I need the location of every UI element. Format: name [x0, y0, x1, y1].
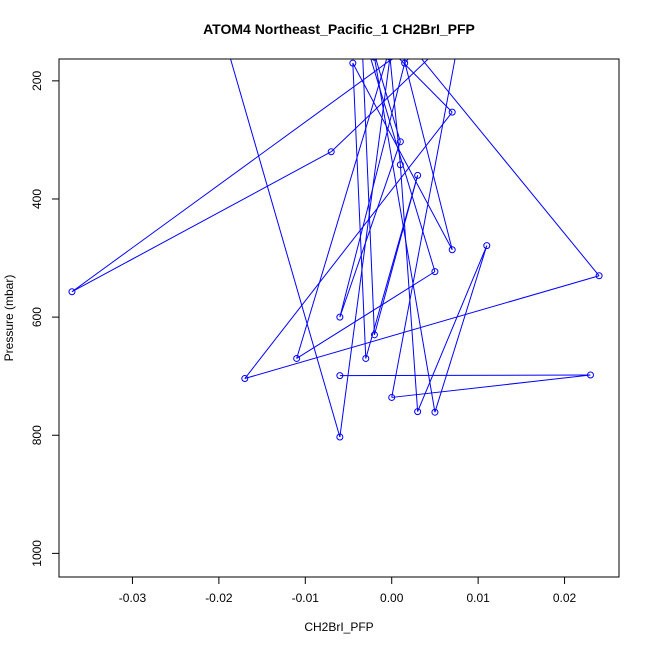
- y-axis: 200 400 600 800 1000: [30, 71, 60, 567]
- y-tick-label: 200: [30, 71, 44, 91]
- y-tick-label: 800: [30, 425, 44, 445]
- data-point: [431, 268, 439, 276]
- data-point: [336, 313, 344, 321]
- x-tick-label: 0.00: [380, 591, 404, 605]
- x-tick-label: 0.02: [553, 591, 577, 605]
- series-line-segment: [398, 59, 453, 113]
- y-tick-label: 600: [30, 307, 44, 327]
- chart-title: ATOM4 Northeast_Pacific_1 CH2BrI_PFP: [203, 21, 475, 37]
- series-line-segment: [230, 59, 341, 438]
- data-point: [448, 246, 456, 254]
- series-line-segment: [244, 275, 600, 380]
- data-point: [483, 242, 491, 250]
- data-point: [401, 59, 409, 67]
- y-tick-label: 400: [30, 189, 44, 209]
- x-axis: -0.03 -0.02 -0.01 0.00 0.01 0.02: [119, 576, 577, 605]
- x-tick-label: -0.01: [292, 591, 320, 605]
- series-line-segment: [339, 141, 401, 318]
- data-point: [362, 354, 370, 362]
- data-point: [396, 161, 404, 169]
- series-line-segment: [339, 63, 406, 318]
- series-line-segment: [370, 59, 436, 272]
- data-point: [327, 148, 335, 156]
- data-point: [336, 433, 344, 441]
- data-point: [431, 408, 439, 416]
- series-line-segment: [352, 62, 453, 251]
- series-line-segment: [421, 59, 600, 277]
- series-line-segment: [391, 59, 456, 398]
- series-line-segment: [362, 59, 375, 335]
- y-tick-label: 1000: [30, 540, 44, 567]
- series-line-segment: [434, 245, 488, 413]
- data-point: [336, 372, 344, 380]
- series-line-segment: [391, 374, 591, 398]
- series-line-segment: [352, 63, 367, 359]
- data-point: [414, 171, 422, 179]
- series-line-segment: [296, 59, 388, 359]
- series-line-segment: [375, 59, 401, 142]
- series-line-segment: [373, 175, 419, 335]
- data-point: [293, 354, 301, 362]
- series-line-segment: [71, 151, 332, 293]
- x-axis-label: CH2BrI_PFP: [304, 620, 373, 634]
- data-point: [241, 375, 249, 383]
- x-tick-label: -0.02: [205, 591, 233, 605]
- series-line-segment: [339, 59, 391, 438]
- data-point: [414, 408, 422, 416]
- data-point: [349, 59, 357, 67]
- y-axis-label: Pressure (mbar): [2, 275, 16, 362]
- data-point: [68, 288, 76, 296]
- plot-frame: [58, 58, 620, 578]
- data-point: [388, 393, 396, 401]
- data-point: [386, 59, 394, 61]
- series-line-segment: [244, 111, 453, 379]
- series-line-segment: [330, 59, 429, 153]
- series-line-segment: [296, 271, 436, 359]
- data-point: [586, 371, 594, 379]
- data-point: [448, 108, 456, 116]
- series-line-segment: [374, 59, 436, 413]
- x-tick-label: 0.01: [466, 591, 490, 605]
- data-point: [370, 331, 378, 339]
- data-point: [371, 59, 378, 61]
- series-line-segment: [339, 374, 591, 377]
- series-line-segment: [71, 59, 393, 293]
- x-tick-label: -0.03: [119, 591, 147, 605]
- data-point: [595, 272, 603, 280]
- series-line-segment: [417, 245, 488, 412]
- plot-marks: [68, 59, 603, 441]
- data-point: [396, 138, 404, 146]
